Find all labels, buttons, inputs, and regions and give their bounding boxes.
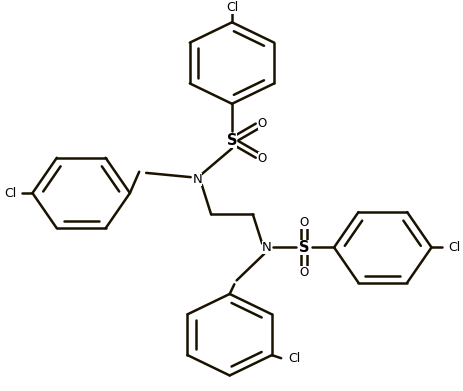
- Text: Cl: Cl: [225, 1, 238, 14]
- Text: S: S: [298, 240, 308, 255]
- Text: Cl: Cl: [288, 352, 300, 366]
- Text: O: O: [299, 216, 308, 229]
- Text: N: N: [261, 241, 271, 254]
- Text: O: O: [257, 117, 266, 130]
- Text: O: O: [299, 266, 308, 279]
- Text: N: N: [192, 173, 202, 186]
- Text: Cl: Cl: [447, 241, 459, 254]
- Text: S: S: [226, 133, 237, 148]
- Text: O: O: [257, 152, 266, 165]
- Text: Cl: Cl: [4, 187, 16, 199]
